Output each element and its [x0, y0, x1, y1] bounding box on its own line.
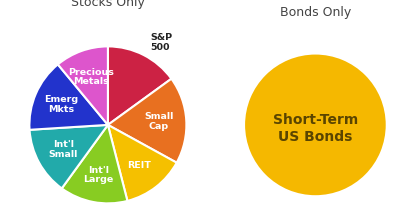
- Wedge shape: [108, 79, 186, 163]
- Wedge shape: [244, 54, 387, 196]
- Text: REIT: REIT: [127, 161, 151, 170]
- Wedge shape: [108, 125, 177, 201]
- Text: Emerg
Mkts: Emerg Mkts: [44, 95, 78, 114]
- Title: Bonds Only: Bonds Only: [280, 6, 351, 19]
- Wedge shape: [29, 125, 108, 188]
- Text: Int'l
Small: Int'l Small: [49, 140, 78, 159]
- Wedge shape: [108, 46, 171, 125]
- Text: Small
Cap: Small Cap: [144, 112, 173, 131]
- Text: Int'l
Large: Int'l Large: [83, 166, 113, 184]
- Wedge shape: [29, 64, 108, 130]
- Title: Stocks Only: Stocks Only: [71, 0, 145, 8]
- Wedge shape: [58, 46, 108, 125]
- Text: S&P
500: S&P 500: [150, 33, 172, 52]
- Text: Short-Term
US Bonds: Short-Term US Bonds: [273, 113, 358, 144]
- Text: Precious
Metals: Precious Metals: [68, 68, 114, 86]
- Wedge shape: [62, 125, 127, 203]
